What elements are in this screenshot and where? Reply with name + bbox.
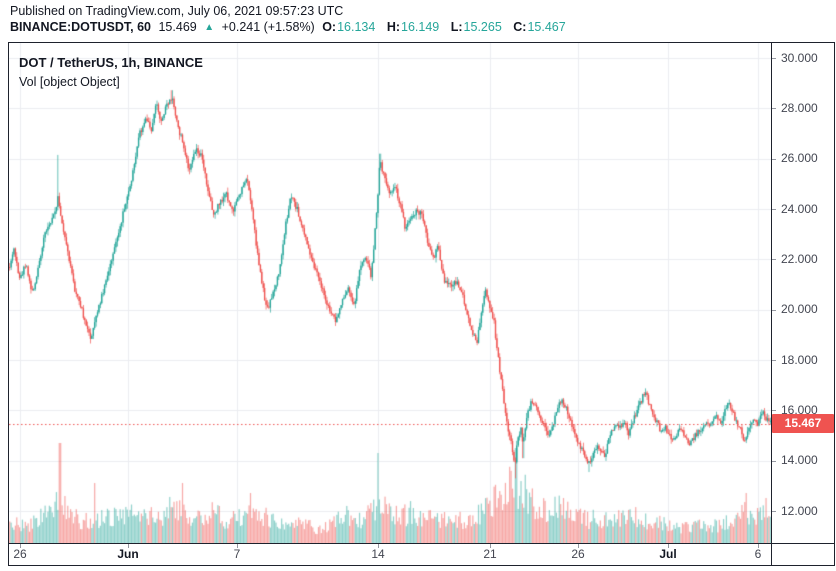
price-axis-separator [771, 43, 772, 565]
time-axis-label: 14 [371, 547, 385, 561]
time-axis-label: 6 [754, 547, 762, 561]
price-axis-label: 26.000 [781, 151, 818, 165]
price-axis-tick [772, 461, 776, 462]
price-change: +0.241 (+1.58%) [221, 20, 315, 34]
open-value: O:16.134 [322, 20, 376, 34]
price-axis-label: 16.000 [781, 403, 818, 417]
price-axis-label: 22.000 [781, 252, 818, 266]
price-axis-tick [772, 209, 776, 210]
price-axis-label: 24.000 [781, 202, 818, 216]
time-axis-tick [578, 544, 579, 548]
high-value: H:16.149 [386, 20, 440, 34]
time-axis-label: 21 [483, 547, 497, 561]
low-value: L:15.265 [450, 20, 502, 34]
time-axis[interactable]: 26 Jun 7 14 21 26 Jul 6 [9, 544, 834, 565]
time-axis-tick [128, 544, 129, 548]
time-axis-tick [237, 544, 238, 548]
price-axis-tick [772, 360, 776, 361]
time-axis-tick [378, 544, 379, 548]
chart-legend: DOT / TetherUS, 1h, BINANCE Vol [object … [19, 55, 203, 90]
legend-volume: Vol [object Object] [19, 75, 120, 89]
time-axis-label: Jun [117, 547, 139, 561]
symbol-name: BINANCE:DOTUSDT, 60 [10, 20, 151, 34]
price-axis-label: 28.000 [781, 101, 818, 115]
price-axis-tick [772, 259, 776, 260]
time-axis-label: Jul [659, 547, 677, 561]
legend-title: DOT / TetherUS, 1h, BINANCE [19, 55, 203, 70]
price-axis-label: 30.000 [781, 51, 818, 65]
price-axis-tick [772, 108, 776, 109]
time-axis-label: 26 [13, 547, 27, 561]
last-price-badge: 15.467 [772, 414, 834, 433]
up-arrow-icon: ▲ [204, 22, 215, 33]
chart-plot-canvas[interactable] [9, 43, 771, 543]
time-axis-tick [490, 544, 491, 548]
price-axis-label: 20.000 [781, 302, 818, 316]
price-axis-label: 12.000 [781, 504, 818, 518]
last-price: 15.469 [158, 20, 197, 34]
price-axis-tick [772, 159, 776, 160]
time-axis-tick [758, 544, 759, 548]
time-axis-tick [20, 544, 21, 548]
price-axis-tick [772, 511, 776, 512]
close-value: C:15.467 [513, 20, 566, 34]
time-axis-label: 26 [571, 547, 585, 561]
price-axis-label: 14.000 [781, 453, 818, 467]
time-axis-tick [668, 544, 669, 548]
price-axis-tick [772, 58, 776, 59]
symbol-summary-line: BINANCE:DOTUSDT, 60 15.469 ▲ +0.241 (+1.… [10, 20, 574, 36]
time-axis-label: 7 [233, 547, 241, 561]
price-axis-tick [772, 410, 776, 411]
time-axis-separator [9, 543, 835, 544]
price-axis[interactable]: 15.467 30.000 28.000 26.000 24.000 22.000 20.… [772, 43, 834, 543]
price-axis-tick [772, 310, 776, 311]
published-line: Published on TradingView.com, July 06, 2… [10, 4, 344, 18]
price-axis-label: 18.000 [781, 353, 818, 367]
